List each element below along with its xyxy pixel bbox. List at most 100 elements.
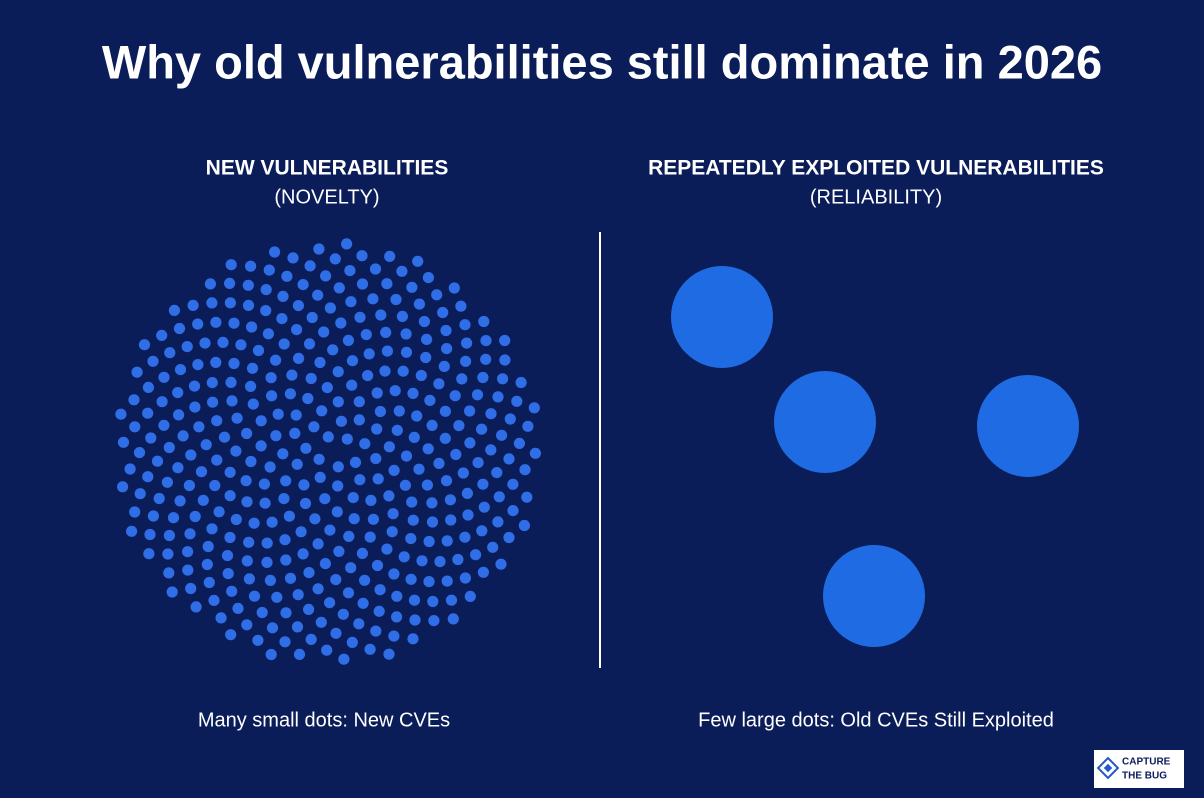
small-dot [433, 457, 445, 469]
small-dot [295, 526, 307, 538]
small-dot [320, 270, 332, 282]
small-dot [440, 475, 453, 487]
small-dot [246, 362, 259, 374]
small-dot [333, 545, 345, 558]
small-dot [264, 574, 276, 587]
small-dot [383, 441, 395, 453]
small-dot [415, 369, 427, 382]
small-dot [426, 497, 438, 509]
small-dot [235, 339, 247, 351]
small-dot [184, 528, 196, 540]
small-dot [143, 548, 155, 560]
small-dot [264, 461, 276, 473]
small-dot [348, 513, 360, 525]
small-dot [437, 306, 449, 319]
small-dot [499, 334, 511, 347]
small-dot [243, 573, 255, 585]
small-dot [245, 260, 257, 272]
small-dot [388, 464, 400, 476]
small-dot [213, 506, 225, 518]
small-dot [464, 405, 476, 417]
small-dot [386, 526, 398, 538]
small-dot [346, 636, 358, 649]
large-dot [823, 545, 925, 647]
small-dot [371, 559, 384, 572]
small-dot [457, 467, 469, 479]
small-dot [464, 590, 476, 603]
small-dot [428, 615, 440, 627]
small-dot [266, 390, 278, 402]
small-dot [272, 408, 284, 420]
small-dot [341, 238, 353, 250]
small-dot [421, 333, 433, 345]
small-dot [357, 597, 369, 609]
small-dot [346, 355, 359, 367]
small-dot [166, 586, 178, 598]
small-dot [241, 427, 253, 440]
small-dot [319, 558, 331, 570]
small-dot [418, 315, 430, 328]
small-dot [240, 475, 252, 487]
small-dot [145, 432, 157, 444]
small-dot [393, 405, 405, 417]
small-dot [226, 395, 238, 407]
small-dot [529, 447, 542, 459]
small-dot [210, 356, 222, 368]
small-dot [319, 493, 331, 505]
small-dot [279, 534, 291, 546]
small-dot [291, 324, 303, 336]
small-dot [289, 427, 301, 439]
small-dot [431, 289, 443, 301]
large-dot [671, 266, 773, 368]
small-dot [255, 415, 267, 427]
small-dot [374, 405, 386, 418]
small-dot [345, 562, 357, 574]
small-dot [232, 602, 244, 615]
small-dot [407, 514, 419, 526]
small-dot [470, 549, 482, 561]
small-dot [471, 389, 484, 401]
small-dot [503, 531, 515, 544]
small-dot [192, 359, 204, 371]
small-dot [321, 382, 333, 394]
small-dot [373, 605, 385, 617]
small-dot [266, 622, 279, 634]
small-dot [420, 351, 432, 364]
small-dot [461, 487, 473, 499]
small-dot [128, 394, 140, 406]
small-dot [255, 440, 267, 452]
small-dot [278, 338, 290, 350]
small-dot [347, 492, 359, 504]
small-dot [330, 627, 342, 639]
small-dot [208, 594, 220, 607]
small-dot [313, 453, 325, 465]
small-dot [330, 574, 342, 586]
small-dot [192, 318, 204, 330]
small-dot [426, 419, 438, 431]
small-dot [329, 253, 341, 265]
small-dot [408, 594, 421, 606]
small-dot [147, 355, 159, 367]
small-dot [480, 353, 492, 365]
title: Why old vulnerabilities still dominate i… [102, 35, 1102, 88]
small-dot [367, 513, 379, 525]
small-dot [341, 433, 353, 445]
small-dot [381, 345, 393, 357]
small-dot [181, 341, 193, 353]
small-dot [199, 337, 211, 349]
small-dot [391, 611, 403, 623]
small-dot [228, 357, 240, 370]
small-dot [314, 356, 326, 369]
small-dot [375, 309, 387, 321]
small-dot [492, 516, 504, 528]
small-dot [439, 432, 451, 444]
small-dot [163, 567, 175, 579]
small-dot [397, 365, 409, 377]
small-dot [407, 633, 419, 645]
small-dot [302, 392, 314, 405]
small-dot [324, 302, 336, 314]
small-dot [422, 272, 434, 284]
small-dot [372, 473, 384, 485]
small-dot [306, 311, 318, 324]
